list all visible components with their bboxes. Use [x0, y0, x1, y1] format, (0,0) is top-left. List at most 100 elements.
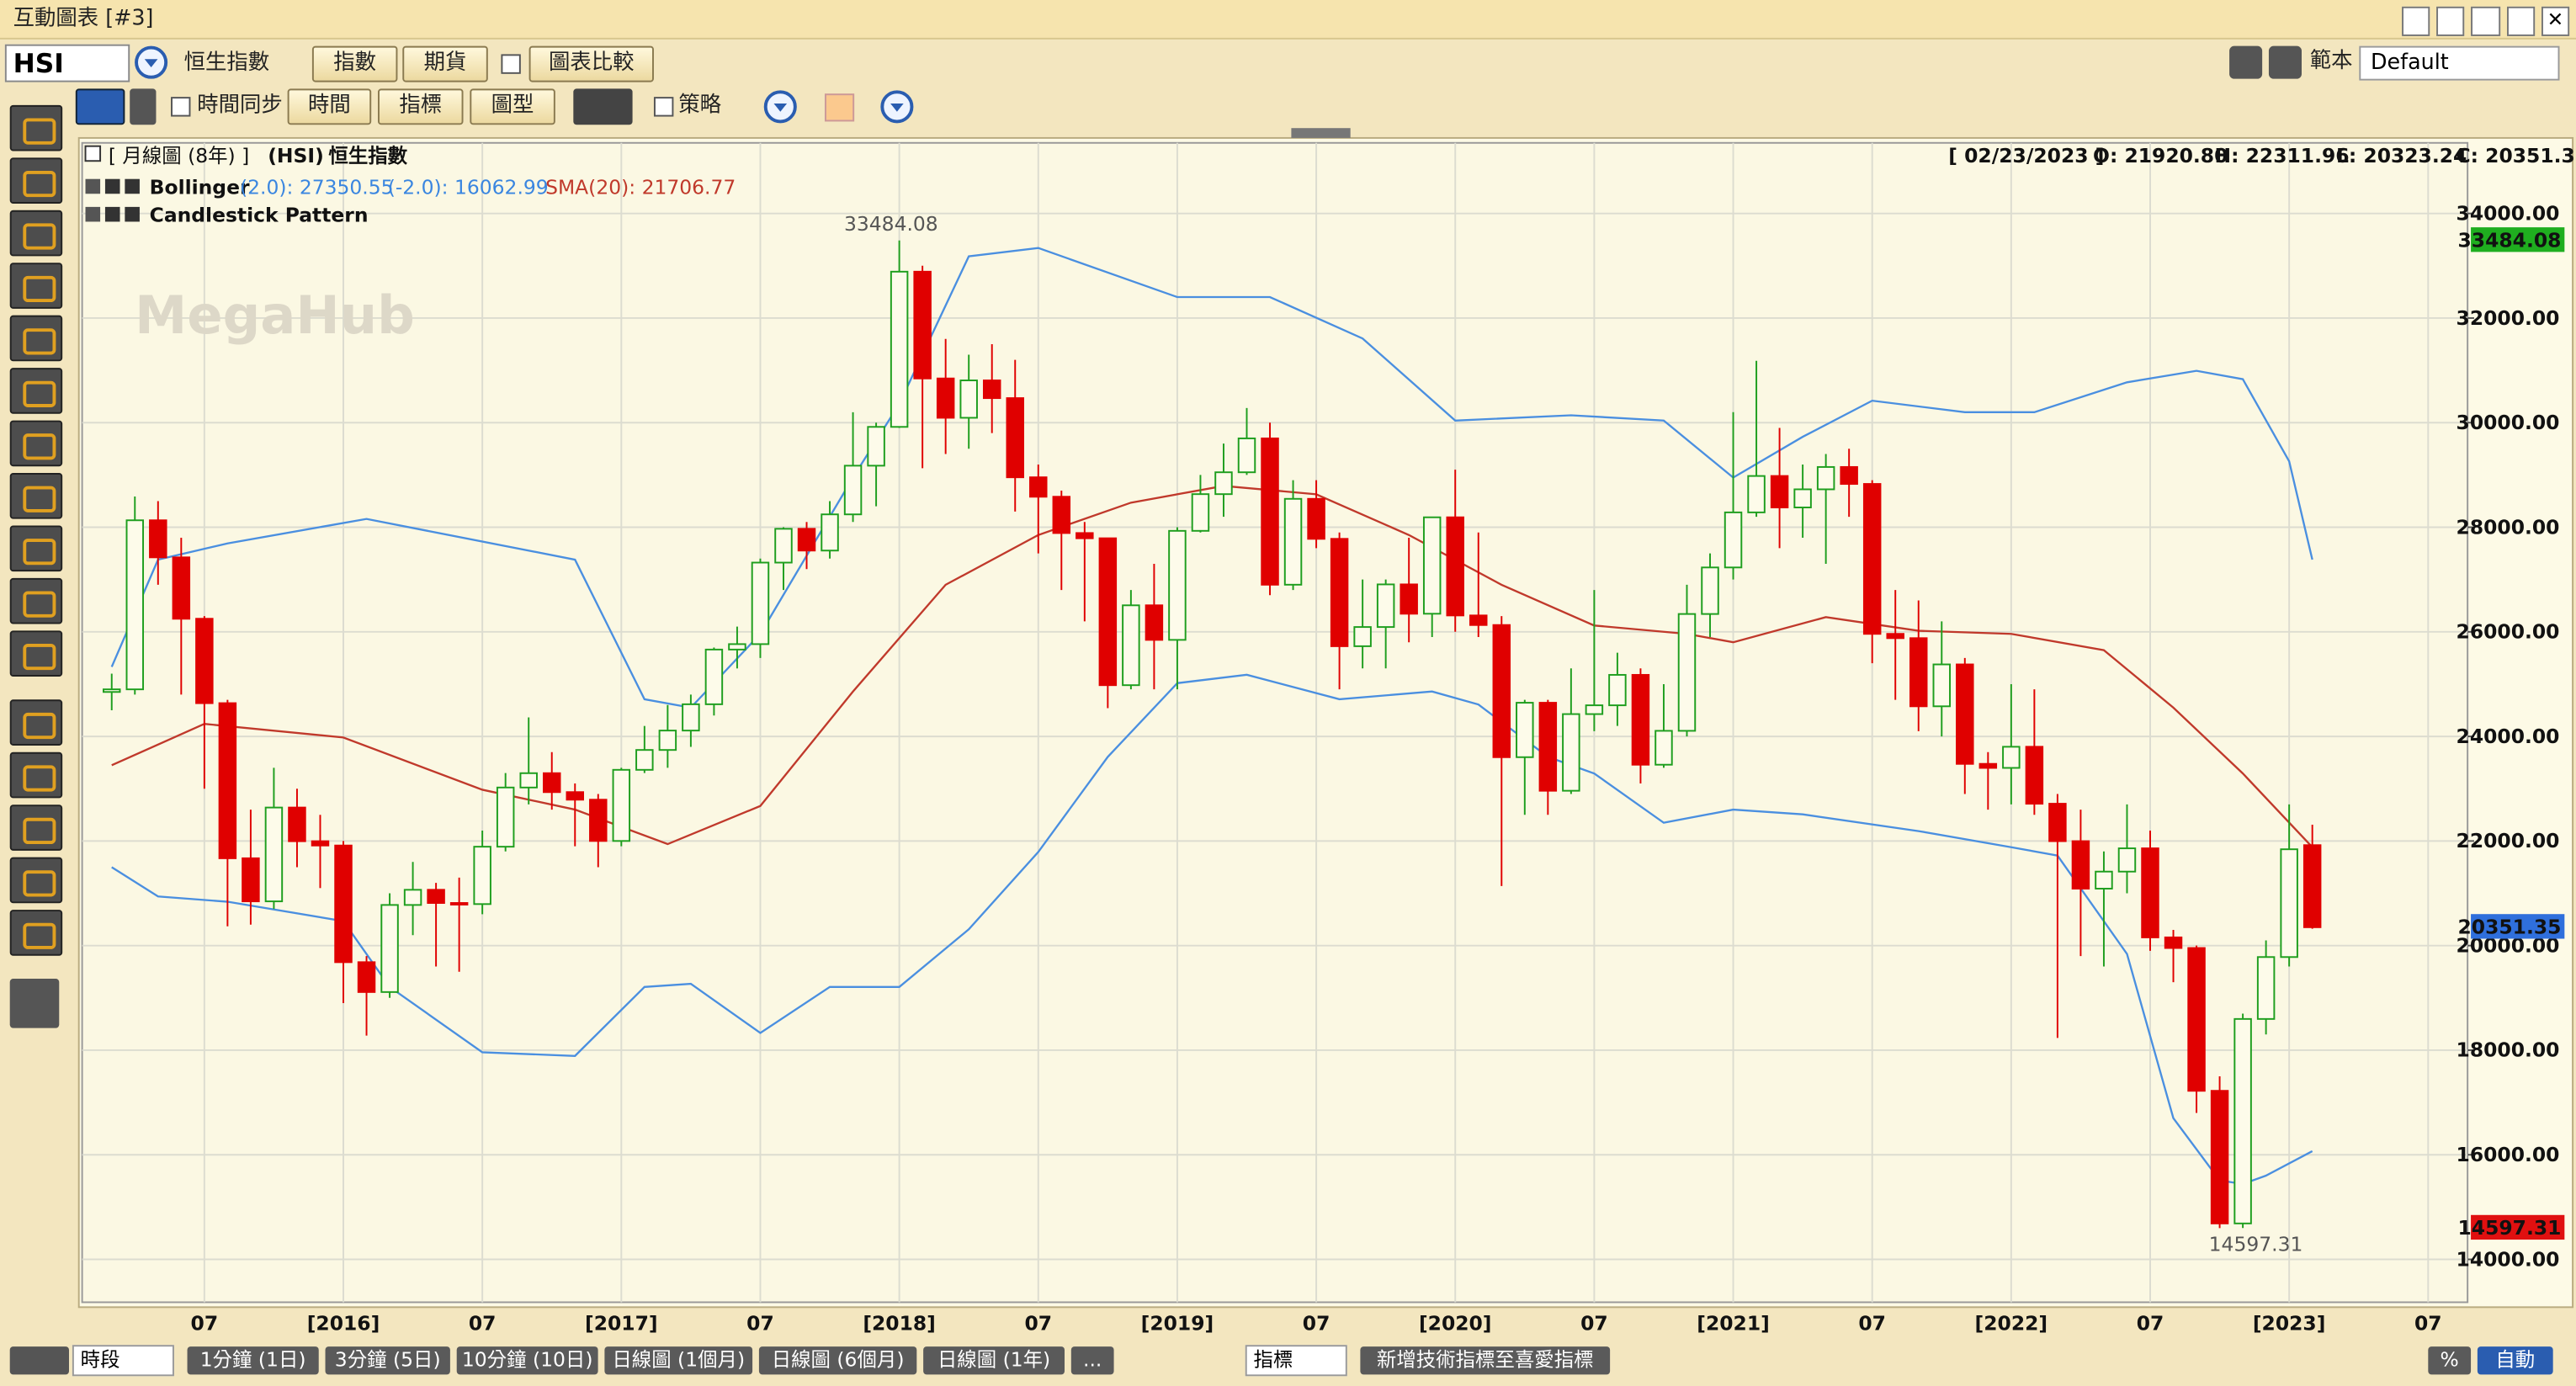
sync-checkbox[interactable]: [171, 97, 191, 117]
symbol-dropdown[interactable]: [135, 45, 168, 79]
ellipse-tool[interactable]: [9, 263, 63, 309]
candle-body: [2048, 803, 2067, 842]
overlay-line: [111, 673, 2313, 1186]
y-tick-label: 32000.00: [2456, 306, 2560, 330]
bollinger-label: Bollinger: [150, 175, 250, 199]
symbol-input[interactable]: HSI: [4, 44, 130, 82]
candle-body: [1469, 614, 1488, 626]
magnet-tool[interactable]: [9, 857, 63, 904]
close-button[interactable]: ✕: [2541, 6, 2570, 36]
link-button[interactable]: [2402, 6, 2430, 36]
pill-tool[interactable]: [9, 805, 63, 851]
line-tool[interactable]: [9, 157, 63, 204]
y-tick-label: 24000.00: [2456, 725, 2560, 748]
channel-tool[interactable]: [9, 210, 63, 257]
sr-tool[interactable]: [9, 315, 63, 362]
candle-body: [1492, 624, 1511, 758]
period-select[interactable]: 時段: [72, 1345, 174, 1377]
zoom-tool[interactable]: [9, 910, 63, 956]
fsa-tool[interactable]: [9, 368, 63, 414]
strategy-dropdown[interactable]: [763, 90, 797, 124]
lock-tool[interactable]: [9, 751, 63, 799]
period-tab[interactable]: 日線圖 (1年): [923, 1346, 1065, 1375]
candle-body: [1422, 516, 1442, 615]
splitter-handle[interactable]: [1291, 128, 1351, 138]
strategy-checkbox[interactable]: [653, 97, 674, 117]
indicator-select[interactable]: 指標: [1245, 1345, 1347, 1377]
high-price-tag-bg: [2471, 227, 2565, 252]
candle-body: [959, 380, 978, 419]
pattern-remove[interactable]: [125, 206, 140, 222]
period-tab[interactable]: 日線圖 (1個月): [604, 1346, 753, 1375]
level-tool[interactable]: [9, 473, 63, 519]
panel-toggle[interactable]: [84, 145, 102, 162]
pattern-edit[interactable]: [104, 206, 120, 222]
candle-body: [2210, 1090, 2229, 1224]
candle-body: [1376, 583, 1395, 629]
indicator-edit[interactable]: [104, 178, 120, 194]
time-button[interactable]: 時間: [287, 88, 372, 125]
line-chart-button[interactable]: [573, 88, 633, 125]
period-tab[interactable]: 日線圖 (6個月): [758, 1346, 917, 1375]
hide-tool[interactable]: [9, 699, 63, 746]
save-button[interactable]: [2229, 45, 2263, 79]
low-price-tag-bg: [2471, 1214, 2565, 1240]
period-tab[interactable]: 10分鐘 (10日): [456, 1346, 598, 1375]
window-title: 互動圖表 [#3]: [0, 0, 2576, 40]
zoom-buttons[interactable]: [9, 979, 60, 1028]
candle-body: [1307, 497, 1325, 540]
chart-type-button[interactable]: [75, 88, 125, 125]
x-tick-label: 07: [746, 1312, 774, 1336]
percent-button[interactable]: %: [2428, 1346, 2472, 1375]
index-button[interactable]: 指數: [311, 45, 398, 82]
x-tick-label: 07: [469, 1312, 497, 1336]
candle-body: [658, 730, 677, 751]
last-price-tag-bg: [2471, 914, 2565, 939]
measure-tool[interactable]: [9, 577, 63, 624]
pointer-tool[interactable]: [9, 104, 63, 151]
color-swatch[interactable]: [824, 93, 855, 122]
drawing-tools: [0, 98, 72, 1051]
candle-body: [1747, 475, 1766, 513]
x-tick-label: [2021]: [1697, 1312, 1770, 1336]
maximize-button[interactable]: [2506, 6, 2535, 36]
low-text: L: 20323.24: [2336, 144, 2467, 167]
high-annotation: 33484.08: [844, 212, 938, 236]
candle-body: [2095, 870, 2113, 889]
text-tool[interactable]: [9, 525, 63, 572]
period-tab[interactable]: ...: [1070, 1346, 1114, 1375]
tile-button[interactable]: [2436, 6, 2466, 36]
print-button[interactable]: [2268, 45, 2302, 79]
pattern-settings[interactable]: [85, 206, 101, 222]
y-tick-label: 18000.00: [2456, 1038, 2560, 1062]
period-tab[interactable]: 3分鐘 (5日): [325, 1346, 450, 1375]
candle-body: [1168, 529, 1187, 641]
futures-button[interactable]: 期貨: [402, 45, 488, 82]
candle-body: [103, 688, 121, 693]
auto-button[interactable]: 自動: [2477, 1346, 2553, 1375]
pattern-button[interactable]: 圖型: [470, 88, 555, 125]
minimize-button[interactable]: [2471, 6, 2500, 36]
indicator-settings[interactable]: [85, 178, 101, 194]
eraser-tool[interactable]: [9, 630, 63, 677]
period-tab[interactable]: 1分鐘 (1日): [187, 1346, 319, 1375]
template-select[interactable]: Default: [2359, 45, 2560, 81]
compare-checkbox[interactable]: [501, 54, 521, 74]
compare-button[interactable]: 圖表比較: [528, 45, 654, 82]
candle-body: [566, 791, 584, 801]
indicator-remove[interactable]: [125, 178, 140, 194]
candle-body: [149, 519, 167, 559]
chart-type-dropdown[interactable]: [130, 88, 157, 125]
panel-button[interactable]: [9, 1346, 69, 1375]
candle-body: [2280, 848, 2298, 959]
candle-body: [704, 648, 724, 705]
add-indicator-button[interactable]: 新增技術指標至喜愛指標: [1360, 1346, 1611, 1375]
color-dropdown[interactable]: [880, 90, 914, 124]
candle-body: [1446, 516, 1464, 617]
indicator-button[interactable]: 指標: [377, 88, 464, 125]
y-tick-label: 30000.00: [2456, 411, 2560, 434]
fan-tool[interactable]: [9, 420, 63, 467]
candle-body: [1978, 762, 1998, 769]
